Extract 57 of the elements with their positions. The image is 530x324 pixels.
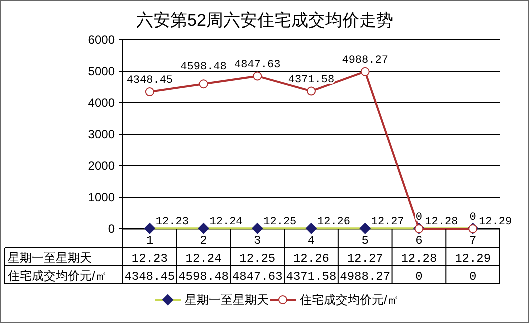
annotation: 4847.63 [234, 59, 281, 72]
y-tick-label: 5000 [88, 64, 116, 78]
annotation: 12.24 [210, 216, 244, 229]
point [198, 223, 210, 234]
point [145, 88, 154, 97]
data-label: 4598.48 [178, 270, 229, 284]
annotation: 4348.45 [126, 75, 174, 88]
point [144, 223, 156, 234]
x-tick-label: 7 [469, 234, 477, 248]
annotation: 4371.58 [288, 74, 335, 86]
text: 住宅成交均价元/㎡ [8, 269, 108, 283]
x-tick-label: 5 [362, 234, 369, 248]
x-tick-label: 4 [308, 234, 316, 248]
data-label: 0 [469, 270, 477, 284]
data-label: 12.29 [455, 252, 492, 266]
data-label: 0 [416, 270, 423, 284]
data-label: 12.28 [401, 252, 438, 266]
data-label: 12.25 [240, 252, 276, 266]
annotation: 4598.48 [180, 62, 227, 74]
point [360, 67, 370, 76]
text: 星期一至星期天 [8, 251, 92, 265]
annotation: 12.23 [156, 216, 189, 229]
point [360, 223, 371, 234]
point [199, 80, 208, 89]
data-label: 12.26 [293, 252, 330, 266]
legend-label: 星期一至星期天 [185, 293, 269, 307]
annotation: 4988.27 [342, 54, 388, 67]
legend-label: 住宅成交均价元/㎡ [299, 293, 400, 307]
y-tick-label: 4000 [88, 96, 116, 110]
annotation: 12.27 [371, 216, 404, 229]
data-label: 4847.63 [232, 270, 283, 284]
point [253, 72, 262, 81]
point [252, 223, 264, 234]
point [307, 86, 316, 96]
x-tick-label: 2 [200, 234, 208, 248]
y-tick-label: 3000 [88, 128, 116, 142]
annotation: 12.28 [425, 216, 458, 229]
data-label: 12.27 [347, 252, 384, 266]
x-tick-label: 6 [416, 234, 423, 248]
data-label: 4371.58 [286, 270, 337, 284]
data-label: 12.23 [132, 252, 168, 266]
annotation: 0 [470, 212, 476, 224]
data-label: 12.24 [186, 252, 222, 266]
y-tick-label: 6000 [88, 33, 116, 47]
x-tick-label: 1 [146, 234, 154, 248]
annotation: 12.25 [264, 216, 297, 229]
annotation: 0 [416, 212, 423, 224]
annotation: 12.26 [318, 216, 351, 229]
y-tick-label: 0 [108, 222, 116, 236]
x-tick-label: 3 [254, 234, 262, 248]
chart-title: 六安第52周六安住宅成交均价走势 [136, 11, 394, 30]
y-tick-label: 2000 [88, 159, 116, 173]
y-tick-label: 1000 [88, 190, 116, 204]
annotation: 12.29 [479, 216, 512, 229]
data-label: 4348.45 [124, 270, 176, 284]
point [306, 223, 317, 234]
data-label: 4988.27 [340, 270, 391, 284]
